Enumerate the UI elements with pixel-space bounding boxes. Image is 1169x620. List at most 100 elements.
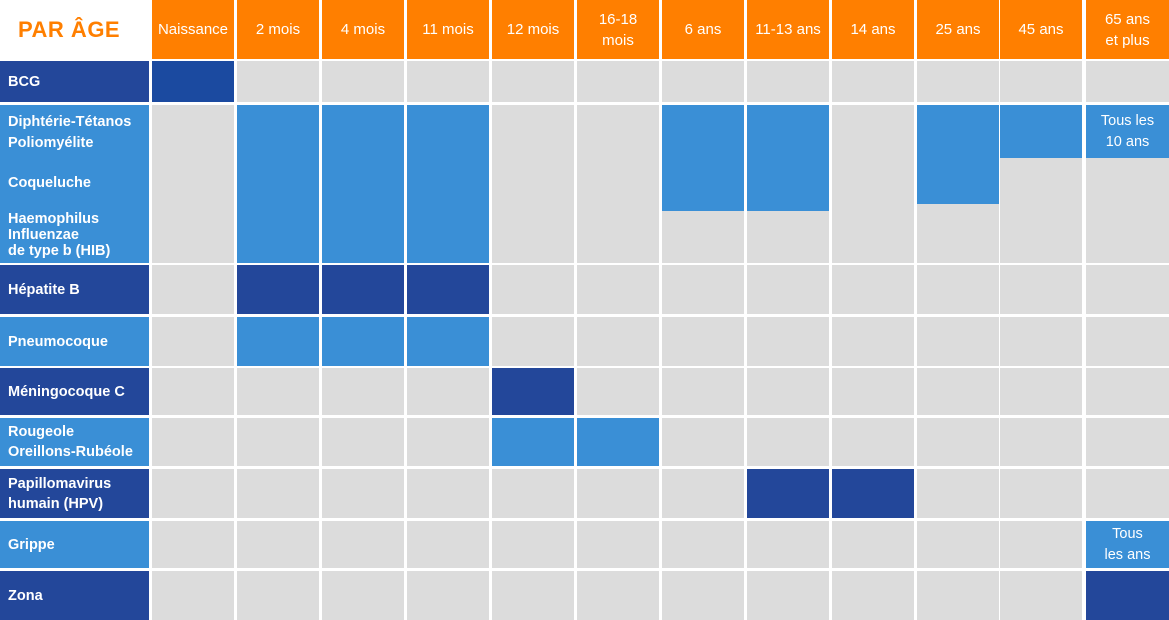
schedule-cell bbox=[917, 418, 999, 466]
vaccine-label-dtp: Diphtérie-Tétanos Poliomyélite Coqueluche H… bbox=[0, 105, 149, 263]
dose-dtp bbox=[917, 105, 999, 204]
dose-hepb bbox=[407, 265, 489, 314]
vaccine-label-line: Pneumocoque bbox=[8, 333, 108, 350]
schedule-cell bbox=[747, 317, 829, 366]
vaccine-label-line: Coqueluche bbox=[8, 175, 91, 191]
vaccine-label-bcg: BCG bbox=[0, 61, 149, 102]
schedule-cell bbox=[237, 469, 319, 518]
schedule-cell bbox=[492, 571, 574, 620]
column-header: 16-18 mois bbox=[577, 0, 659, 59]
note-every-10-years: Tous les 10 ans bbox=[1086, 105, 1169, 158]
schedule-cell bbox=[577, 61, 659, 102]
vaccine-label-line: Grippe bbox=[8, 536, 55, 553]
schedule-cell bbox=[152, 418, 234, 466]
schedule-cell bbox=[1000, 571, 1082, 620]
schedule-cell bbox=[832, 368, 914, 415]
schedule-cell bbox=[917, 368, 999, 415]
schedule-cell bbox=[237, 418, 319, 466]
vaccine-label-line: Oreillons-Rubéole bbox=[8, 444, 133, 460]
schedule-cell bbox=[577, 317, 659, 366]
dose-dtp bbox=[662, 105, 744, 211]
schedule-cell bbox=[662, 61, 744, 102]
column-header: 11-13 ans bbox=[747, 0, 829, 59]
vaccine-label-line: Influenzae bbox=[8, 227, 79, 243]
dose-pneumo bbox=[322, 317, 404, 366]
dose-dtp bbox=[237, 105, 319, 263]
column-header: 14 ans bbox=[832, 0, 914, 59]
schedule-cell bbox=[747, 418, 829, 466]
schedule-cell bbox=[917, 317, 999, 366]
schedule-cell bbox=[492, 61, 574, 102]
schedule-cell bbox=[1086, 61, 1169, 102]
schedule-cell bbox=[152, 469, 234, 518]
schedule-cell bbox=[832, 317, 914, 366]
vaccine-label-line: Papillomavirus bbox=[8, 475, 112, 492]
column-header: 2 mois bbox=[237, 0, 319, 59]
schedule-cell bbox=[1000, 469, 1082, 518]
dose-hepb bbox=[237, 265, 319, 314]
column-header: 65 ans et plus bbox=[1086, 0, 1169, 59]
dose-bcg bbox=[152, 61, 234, 102]
schedule-cell bbox=[237, 521, 319, 568]
dose-menc bbox=[492, 368, 574, 415]
schedule-cell bbox=[832, 265, 914, 314]
schedule-cell bbox=[1086, 368, 1169, 415]
column-header: 4 mois bbox=[322, 0, 404, 59]
schedule-cell bbox=[662, 265, 744, 314]
column-header: 45 ans bbox=[1000, 0, 1082, 59]
schedule-cell bbox=[152, 521, 234, 568]
schedule-cell bbox=[747, 265, 829, 314]
schedule-cell bbox=[577, 265, 659, 314]
schedule-cell bbox=[322, 469, 404, 518]
schedule-cell bbox=[152, 317, 234, 366]
schedule-cell bbox=[832, 521, 914, 568]
schedule-cell bbox=[1000, 368, 1082, 415]
column-header: 12 mois bbox=[492, 0, 574, 59]
schedule-cell bbox=[747, 571, 829, 620]
schedule-cell bbox=[492, 317, 574, 366]
dose-dtp bbox=[322, 105, 404, 263]
vaccine-label-grippe: Grippe bbox=[0, 521, 149, 568]
schedule-cell bbox=[1086, 317, 1169, 366]
schedule-cell bbox=[322, 61, 404, 102]
schedule-cell bbox=[1000, 61, 1082, 102]
schedule-cell bbox=[237, 368, 319, 415]
schedule-cell bbox=[832, 61, 914, 102]
schedule-cell bbox=[152, 265, 234, 314]
schedule-cell bbox=[152, 368, 234, 415]
schedule-cell bbox=[407, 418, 489, 466]
schedule-cell bbox=[917, 571, 999, 620]
dose-dtp bbox=[407, 105, 489, 263]
schedule-cell bbox=[492, 265, 574, 314]
schedule-cell bbox=[577, 521, 659, 568]
schedule-cell bbox=[237, 61, 319, 102]
schedule-cell bbox=[492, 521, 574, 568]
schedule-cell bbox=[832, 571, 914, 620]
schedule-cell bbox=[1086, 265, 1169, 314]
schedule-cell bbox=[662, 317, 744, 366]
schedule-cell bbox=[492, 469, 574, 518]
schedule-cell bbox=[917, 521, 999, 568]
dose-hepb bbox=[322, 265, 404, 314]
page-title: PAR ÂGE bbox=[18, 16, 121, 42]
dose-hpv bbox=[832, 469, 914, 518]
schedule-cell bbox=[1086, 418, 1169, 466]
schedule-cell bbox=[577, 469, 659, 518]
schedule-cell bbox=[662, 521, 744, 568]
schedule-cell bbox=[237, 571, 319, 620]
column-header: 11 mois bbox=[407, 0, 489, 59]
schedule-cell bbox=[1000, 265, 1082, 314]
schedule-cell bbox=[662, 571, 744, 620]
dose-zona bbox=[1086, 571, 1169, 620]
column-header: 25 ans bbox=[917, 0, 999, 59]
schedule-cell bbox=[322, 521, 404, 568]
schedule-cell bbox=[747, 61, 829, 102]
schedule-cell bbox=[152, 571, 234, 620]
vaccine-label-line: Zona bbox=[8, 587, 43, 604]
schedule-cell bbox=[832, 418, 914, 466]
schedule-cell bbox=[577, 105, 659, 263]
vaccine-label-ror: Rougeole Oreillons-Rubéole bbox=[0, 418, 149, 466]
schedule-cell bbox=[662, 418, 744, 466]
schedule-cell bbox=[577, 571, 659, 620]
